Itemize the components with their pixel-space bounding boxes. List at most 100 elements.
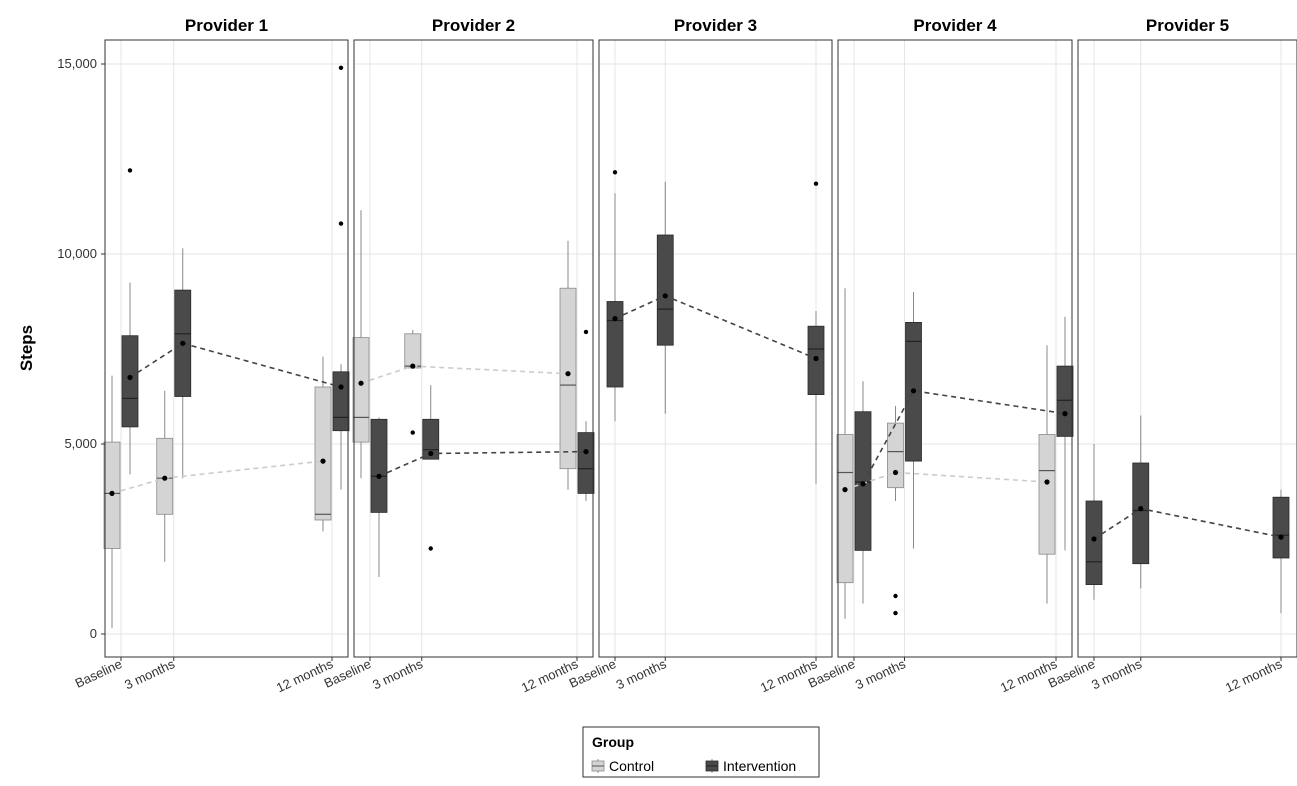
mean-point [162,475,168,481]
box-iqr [314,386,332,521]
mean-point [410,363,416,369]
intervention-box [422,385,440,551]
panel-border [353,39,594,658]
box-iqr [1056,365,1074,437]
y-tick-label: 0 [90,626,97,641]
box-iqr [1272,496,1290,559]
control-box [352,210,370,479]
intervention-box [905,292,922,549]
panel-title: Provider 1 [185,16,268,35]
legend-entry-label: Control [609,758,654,774]
panel-title: Provider 2 [432,16,515,35]
mean-point [1091,536,1097,542]
outlier-point [893,593,898,599]
outlier-point [893,610,898,616]
intervention-mean-line [378,450,587,478]
y-tick-label: 5,000 [64,436,97,451]
outlier-point [583,329,589,335]
outlier-point [338,221,344,226]
box-iqr [656,234,674,346]
mean-point [428,450,434,457]
y-tick-label: 15,000 [57,56,97,71]
mean-point [180,340,186,346]
mean-point [320,458,326,464]
panel-border [1077,39,1297,658]
outlier-point [612,170,618,175]
legend-entry-label: Intervention [723,758,796,774]
x-tick-label: 3 months [370,656,425,692]
intervention-box [1132,415,1150,589]
mean-point [376,473,382,479]
mean-point [892,469,899,476]
panel-border [104,39,349,658]
mean-point [565,371,571,377]
legend-title: Group [592,734,634,750]
outlier-point [428,546,433,551]
control-box [836,288,854,619]
mean-point [338,384,344,390]
intervention-box [332,65,350,490]
mean-point [860,481,866,487]
box-iqr [404,333,422,369]
mean-point [813,355,819,362]
x-tick-label: 3 months [614,656,669,692]
box-iqr [887,422,904,489]
box-iqr [577,432,595,494]
control-box [314,356,332,532]
control-box [559,240,577,490]
box-iqr [121,335,139,428]
intervention-box [656,181,674,414]
intervention-mean-line [614,294,817,360]
x-tick-label: 3 months [122,656,177,692]
intervention-box [854,381,872,604]
intervention-box [121,168,139,475]
x-tick-label: 12 months [1223,656,1285,695]
mean-point [842,487,848,493]
box-iqr [370,418,388,513]
legend-box [582,726,820,778]
intervention-box [577,329,595,501]
control-mean-line [111,460,324,495]
intervention-box [1272,489,1290,614]
mean-point [1138,506,1144,512]
box-iqr [1132,462,1150,565]
box-iqr [1038,434,1056,555]
mean-point [358,380,364,386]
intervention-box [370,417,388,577]
box-iqr [352,337,370,443]
legend: Group Control Intervention [582,726,820,778]
control-box [103,375,121,629]
box-iqr [559,287,577,470]
mean-point [127,374,133,381]
y-tick-label: 10,000 [57,246,97,261]
box-iqr [606,301,624,388]
control-box [1038,345,1056,604]
panel-border [598,39,833,658]
outlier-point [127,168,133,173]
intervention-mean-line [129,342,342,388]
intervention-mean-line [862,389,1066,485]
x-tick-label: Baseline [73,656,125,691]
outlier-point [410,430,415,435]
control-box [887,406,904,616]
y-axis-label: Steps [17,325,36,371]
control-mean-line [360,365,569,384]
intervention-box [606,170,624,422]
control-box [404,330,422,435]
y-axis: 0 5,000 10,000 15,000 Steps [17,56,105,641]
panel-title: Provider 3 [674,16,757,35]
x-tick-label: 3 months [1089,656,1144,692]
control-mean-line [844,471,1048,491]
panel-border [837,39,1073,658]
box-iqr [1085,500,1103,585]
box-iqr [854,411,872,551]
intervention-box [1056,316,1074,551]
panel-title: Provider 5 [1146,16,1229,35]
mean-point [583,449,589,455]
intervention-mean-line [1093,507,1282,540]
